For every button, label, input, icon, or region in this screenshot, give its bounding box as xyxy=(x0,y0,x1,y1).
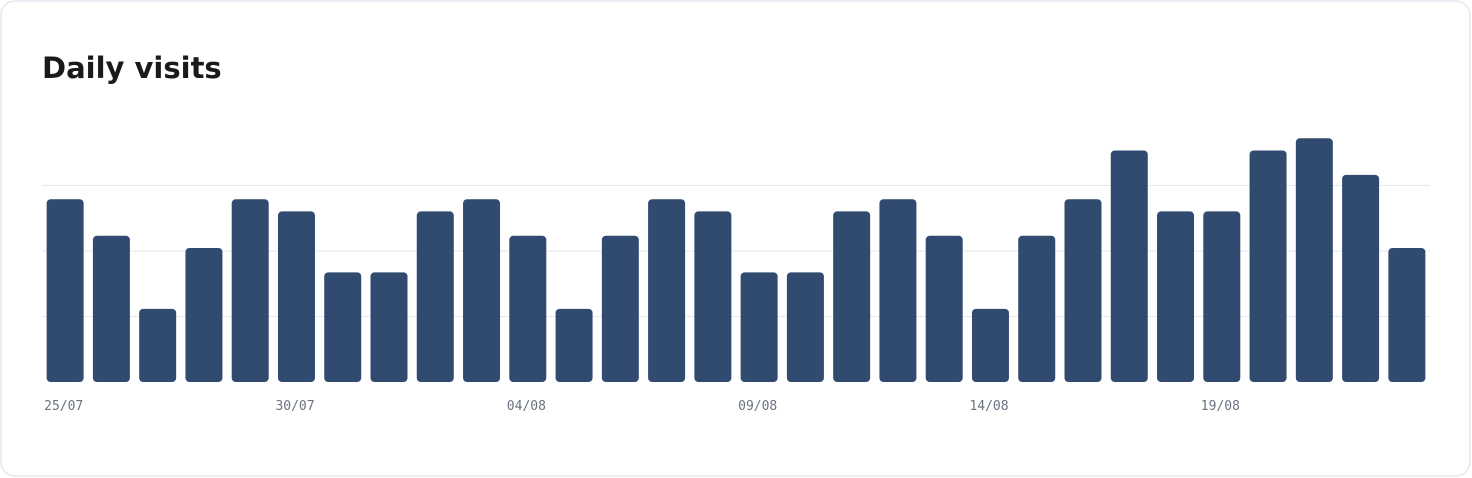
bar xyxy=(1203,211,1241,382)
bar xyxy=(92,235,130,382)
x-tick-label: 14/08 xyxy=(969,399,1008,414)
bar xyxy=(416,211,454,382)
bar xyxy=(555,308,593,382)
bar xyxy=(833,211,871,382)
bar xyxy=(324,272,362,382)
bar xyxy=(786,272,824,382)
bar xyxy=(1388,247,1426,382)
bar xyxy=(879,199,917,382)
bar xyxy=(139,308,177,382)
bar xyxy=(509,235,547,382)
bar xyxy=(601,235,639,382)
bar xyxy=(1064,199,1102,382)
x-tick-label: 30/07 xyxy=(275,399,314,414)
bar xyxy=(1018,235,1056,382)
bar xyxy=(1295,138,1333,382)
bar xyxy=(971,308,1009,382)
bar xyxy=(694,211,732,382)
bar xyxy=(1249,150,1287,382)
bar xyxy=(1157,211,1195,382)
bar xyxy=(740,272,778,382)
bar xyxy=(648,199,686,382)
x-tick-label: 19/08 xyxy=(1201,399,1240,414)
chart-title: Daily visits xyxy=(42,51,222,85)
x-tick-label: 25/07 xyxy=(44,399,83,414)
bar xyxy=(1110,150,1148,382)
x-tick-label: 09/08 xyxy=(738,399,777,414)
bar xyxy=(231,199,269,382)
bar xyxy=(277,211,315,382)
bar xyxy=(46,199,84,382)
bar xyxy=(925,235,963,382)
bar xyxy=(1342,174,1380,382)
x-tick-label: 04/08 xyxy=(507,399,546,414)
bar xyxy=(185,247,223,382)
bar xyxy=(370,272,408,382)
bar xyxy=(463,199,501,382)
